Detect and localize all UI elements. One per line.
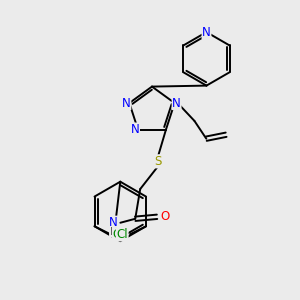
Text: H: H [110, 227, 117, 237]
Text: N: N [172, 97, 181, 110]
Text: Cl: Cl [112, 228, 124, 241]
Text: N: N [131, 123, 140, 136]
Text: N: N [202, 26, 211, 39]
Text: Cl: Cl [116, 228, 128, 241]
Text: N: N [122, 97, 131, 110]
Text: O: O [160, 210, 170, 223]
Text: N: N [109, 216, 118, 229]
Text: S: S [154, 155, 162, 168]
